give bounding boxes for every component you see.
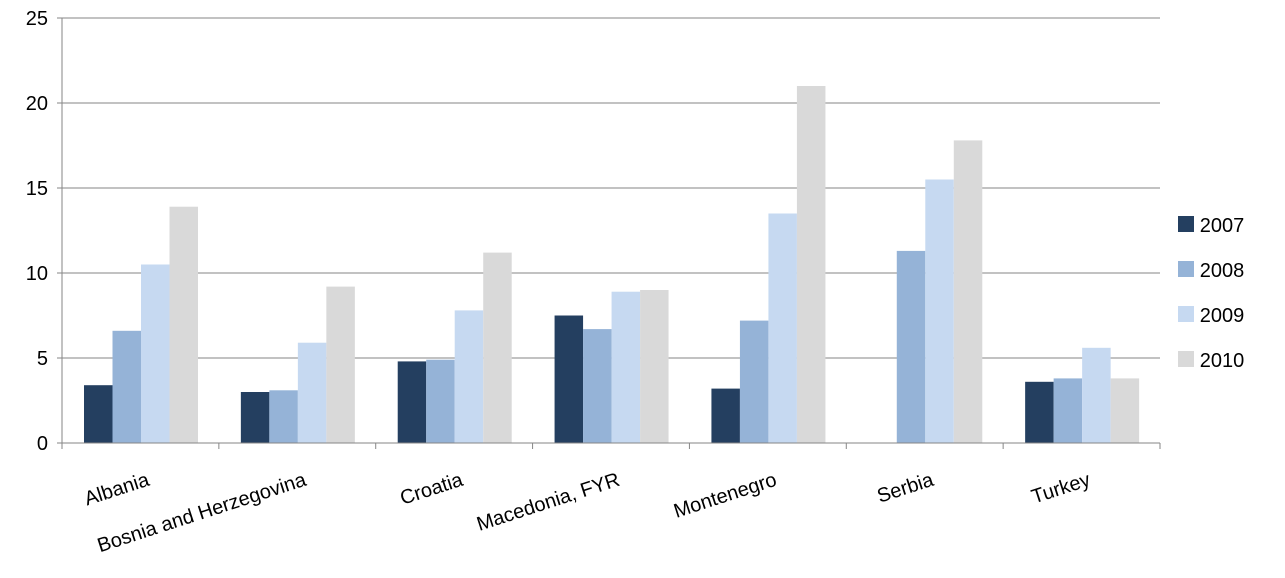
y-tick-label: 0 <box>37 433 48 455</box>
x-category-label: Croatia <box>398 469 467 510</box>
legend-label: 2009 <box>1200 305 1245 327</box>
bar-2009-albania <box>141 264 170 443</box>
legend-swatch <box>1178 351 1194 367</box>
bar-2007-albania <box>84 385 113 443</box>
bar-2007-bosnia-and-herzegovina <box>240 392 270 443</box>
legend-swatch <box>1178 306 1194 322</box>
bar-2010-bosnia-and-herzegovina <box>326 286 355 443</box>
y-tick-label: 25 <box>26 8 48 30</box>
bar-2009-serbia <box>925 179 954 443</box>
legend-label: 2010 <box>1200 350 1245 372</box>
axes <box>57 17 1161 449</box>
gridlines <box>62 17 1160 359</box>
bar-2007-montenegro <box>711 388 740 443</box>
x-category-label: Turkey <box>1029 469 1093 509</box>
bar-2010-albania <box>169 206 198 443</box>
bar-2008-macedonia-fyr <box>583 329 612 443</box>
bar-2009-turkey <box>1082 347 1111 443</box>
legend-swatch <box>1178 261 1194 277</box>
bar-2009-croatia <box>454 310 484 443</box>
y-tick-label: 15 <box>26 178 48 200</box>
bar-2008-montenegro <box>739 320 769 443</box>
bar-2008-turkey <box>1053 378 1083 443</box>
legend-label: 2008 <box>1200 260 1245 282</box>
y-tick-label: 5 <box>37 348 48 370</box>
bar-2010-croatia <box>483 252 512 443</box>
bar-2008-croatia <box>426 359 455 443</box>
bar-2009-bosnia-and-herzegovina <box>297 342 327 443</box>
bar-2010-macedonia-fyr <box>640 290 669 443</box>
x-category-label: Macedonia, FYR <box>474 469 622 536</box>
bar-2010-serbia <box>953 140 983 443</box>
bar-2010-turkey <box>1110 378 1140 443</box>
bar-2007-macedonia-fyr <box>554 315 584 443</box>
bar-2010-montenegro <box>796 86 826 443</box>
legend-swatch <box>1178 216 1194 232</box>
bar-2007-croatia <box>397 361 427 443</box>
y-tick-label: 10 <box>26 263 48 285</box>
y-tick-label: 20 <box>26 93 48 115</box>
bar-2008-bosnia-and-herzegovina <box>269 390 298 443</box>
x-category-label: Montenegro <box>671 469 779 523</box>
bar-2007-turkey <box>1025 381 1054 443</box>
legend-label: 2007 <box>1200 215 1245 237</box>
bar-2008-albania <box>112 330 141 443</box>
bars <box>84 86 1140 443</box>
bar-2008-serbia <box>896 250 926 443</box>
legend: 2007 2008 2009 2010 <box>1178 215 1244 372</box>
x-category-label: Albania <box>82 469 153 511</box>
bar-2009-montenegro <box>768 213 797 443</box>
bar-2009-macedonia-fyr <box>611 291 641 443</box>
y-tick-labels: 0 5 10 15 20 25 <box>26 8 48 455</box>
x-category-label: Serbia <box>874 469 937 508</box>
